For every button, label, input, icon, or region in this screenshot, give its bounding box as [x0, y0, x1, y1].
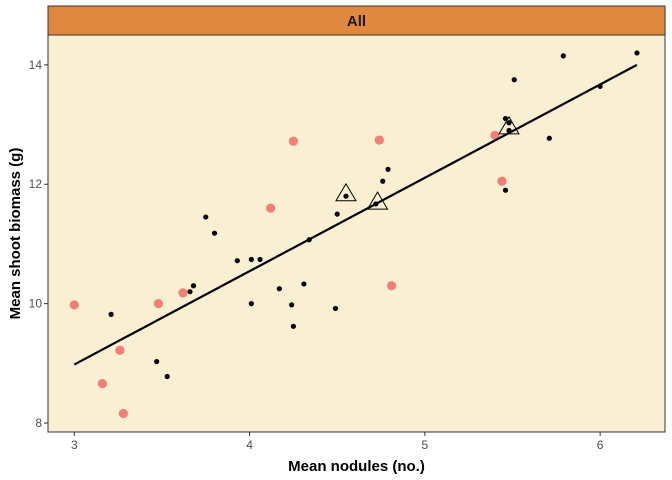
highlight-point — [288, 136, 298, 146]
highlight-point — [266, 203, 276, 213]
triangle-marker — [335, 182, 357, 202]
data-point — [546, 135, 552, 141]
data-point — [560, 53, 566, 59]
data-point — [290, 323, 296, 329]
data-point — [597, 83, 603, 89]
x-tick-label: 3 — [71, 438, 78, 452]
data-point — [211, 230, 218, 236]
plot-panel — [48, 35, 665, 432]
highlight-point — [118, 408, 128, 419]
highlight-point — [178, 288, 188, 298]
highlight-point — [153, 299, 164, 309]
y-axis-title: Mean shoot biomass (g) — [7, 148, 24, 320]
x-axis: 3 4 5 6 — [71, 432, 604, 452]
x-tick-label: 4 — [246, 438, 253, 452]
data-point — [187, 289, 193, 295]
data-point — [154, 358, 160, 365]
y-tick-label: 12 — [29, 177, 43, 191]
data-point — [289, 302, 295, 308]
highlight-point — [97, 379, 107, 389]
data-point — [502, 187, 509, 193]
data-point — [506, 120, 512, 126]
regression-line — [73, 63, 638, 366]
data-point — [506, 127, 512, 134]
highlight-point — [490, 130, 500, 140]
panel-border — [47, 34, 666, 433]
data-point — [511, 77, 517, 83]
y-tick-label: 14 — [29, 58, 43, 72]
highlight-point — [374, 135, 384, 145]
x-axis-title: Mean nodules (no.) — [288, 458, 425, 475]
triangle-marker — [366, 191, 389, 210]
facet-label: All — [347, 13, 366, 30]
data-point — [248, 301, 254, 307]
data-point — [108, 311, 114, 317]
x-tick-label: 6 — [597, 438, 604, 452]
data-point — [334, 211, 340, 217]
data-point — [332, 305, 339, 312]
data-point — [190, 283, 197, 289]
highlight-point — [497, 176, 507, 186]
data-point — [276, 286, 282, 292]
strip-background — [47, 5, 666, 36]
data-point — [203, 214, 209, 220]
data-point — [248, 256, 254, 263]
data-point — [343, 193, 349, 199]
data-point — [373, 201, 379, 207]
highlight-point — [69, 300, 79, 310]
data-point — [164, 373, 170, 380]
y-axis: 8 10 12 14 — [29, 58, 48, 430]
data-point — [634, 50, 640, 56]
data-point — [301, 281, 307, 287]
x-tick-label: 5 — [422, 438, 429, 452]
data-point — [385, 166, 391, 172]
data-point — [306, 237, 312, 243]
data-point — [257, 256, 263, 263]
y-tick-label: 10 — [29, 297, 43, 311]
y-tick-label: 8 — [35, 416, 42, 430]
data-marks — [69, 50, 640, 419]
data-point — [380, 178, 386, 184]
highlight-point — [386, 281, 397, 291]
triangle-marker — [498, 115, 520, 135]
data-point — [234, 258, 240, 264]
highlight-point — [115, 345, 125, 355]
